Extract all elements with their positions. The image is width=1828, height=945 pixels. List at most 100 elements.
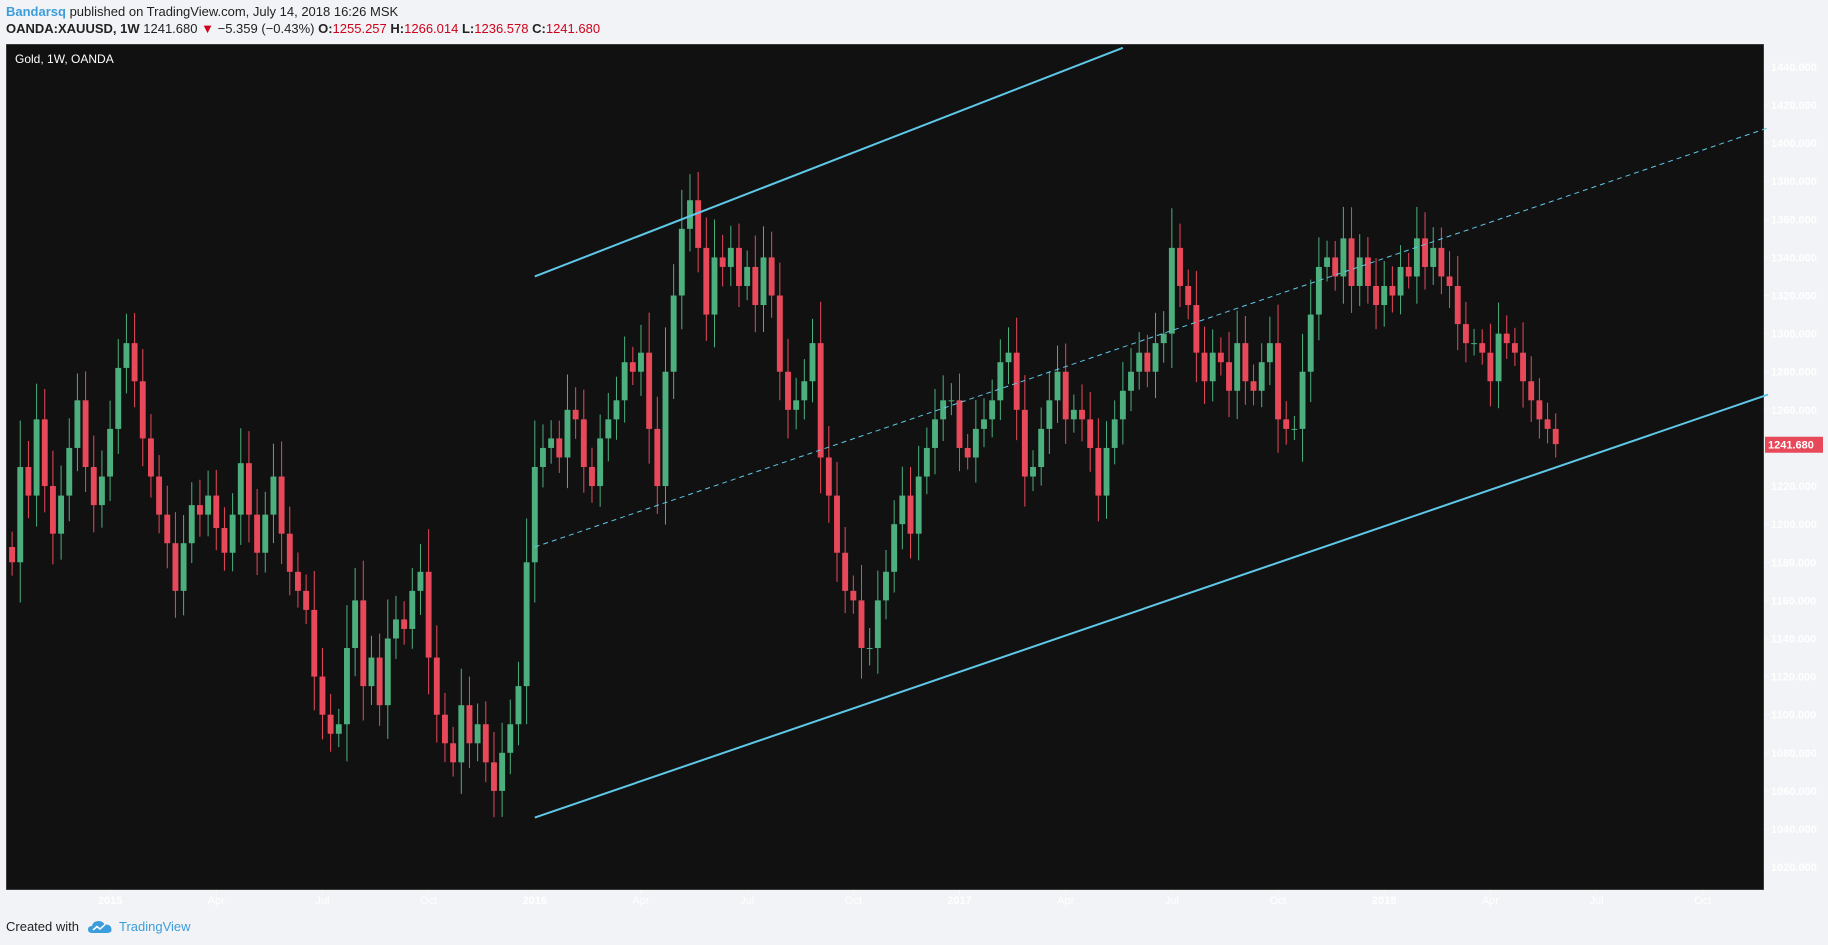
candle[interactable] bbox=[711, 219, 718, 348]
candle[interactable] bbox=[278, 441, 285, 565]
candle[interactable] bbox=[752, 235, 759, 333]
candle[interactable] bbox=[1160, 311, 1167, 363]
candle[interactable] bbox=[115, 339, 122, 454]
candle[interactable] bbox=[1405, 252, 1412, 289]
candle[interactable] bbox=[572, 387, 579, 439]
candle[interactable] bbox=[907, 467, 914, 559]
candle[interactable] bbox=[523, 518, 530, 725]
candle[interactable] bbox=[695, 172, 702, 273]
candle[interactable] bbox=[82, 371, 89, 493]
candle[interactable] bbox=[1242, 315, 1249, 405]
candle[interactable] bbox=[678, 189, 685, 330]
candle[interactable] bbox=[1201, 326, 1208, 404]
candle[interactable] bbox=[1217, 337, 1224, 376]
candle[interactable] bbox=[458, 668, 465, 794]
candle[interactable] bbox=[1283, 401, 1290, 445]
candle[interactable] bbox=[540, 424, 546, 488]
candle[interactable] bbox=[1062, 343, 1069, 444]
candle[interactable] bbox=[311, 570, 318, 711]
candle[interactable] bbox=[1340, 206, 1347, 304]
candle[interactable] bbox=[515, 661, 522, 746]
candle[interactable] bbox=[972, 399, 979, 483]
candle[interactable] bbox=[1079, 384, 1085, 442]
candle[interactable] bbox=[1258, 343, 1265, 408]
candle[interactable] bbox=[646, 312, 653, 464]
candle[interactable] bbox=[384, 599, 391, 739]
candle[interactable] bbox=[793, 377, 800, 430]
candle[interactable] bbox=[1397, 245, 1404, 315]
candle[interactable] bbox=[156, 455, 163, 534]
candle[interactable] bbox=[139, 349, 146, 467]
candle[interactable] bbox=[687, 174, 693, 252]
candle[interactable] bbox=[1528, 356, 1535, 422]
candle[interactable] bbox=[66, 418, 73, 522]
candle[interactable] bbox=[1136, 331, 1143, 390]
upper-channel-line[interactable] bbox=[534, 46, 1124, 278]
candle[interactable] bbox=[1070, 394, 1077, 433]
candle[interactable] bbox=[409, 567, 416, 649]
candle[interactable] bbox=[17, 420, 24, 603]
candle[interactable] bbox=[1389, 266, 1396, 313]
candle[interactable] bbox=[1462, 301, 1469, 363]
candle[interactable] bbox=[303, 574, 310, 625]
candle[interactable] bbox=[589, 447, 595, 503]
tradingview-link[interactable]: TradingView bbox=[118, 919, 191, 934]
candle[interactable] bbox=[1413, 206, 1420, 304]
candle[interactable] bbox=[638, 324, 644, 396]
candle[interactable] bbox=[1038, 407, 1045, 486]
candle[interactable] bbox=[205, 470, 212, 537]
candle[interactable] bbox=[262, 491, 269, 573]
candle[interactable] bbox=[1373, 258, 1379, 330]
candle[interactable] bbox=[376, 633, 383, 726]
candle[interactable] bbox=[744, 250, 751, 301]
candle[interactable] bbox=[605, 392, 612, 462]
candle[interactable] bbox=[442, 692, 448, 763]
candle[interactable] bbox=[499, 722, 506, 817]
candle[interactable] bbox=[9, 531, 16, 576]
candle[interactable] bbox=[768, 231, 775, 318]
candle[interactable] bbox=[221, 507, 228, 571]
candle[interactable] bbox=[1446, 251, 1453, 308]
price-chart[interactable]: 1020.000 1040.000 1060.000 1080.000 1100.000… bbox=[0, 0, 1828, 910]
candle[interactable] bbox=[776, 262, 783, 401]
candle[interactable] bbox=[874, 570, 881, 674]
candle[interactable] bbox=[1103, 421, 1110, 519]
candle[interactable] bbox=[33, 383, 40, 527]
candle[interactable] bbox=[1226, 331, 1232, 418]
candle[interactable] bbox=[131, 313, 138, 408]
candle[interactable] bbox=[932, 388, 938, 475]
candle[interactable] bbox=[286, 506, 293, 596]
candle[interactable] bbox=[866, 628, 873, 666]
candle[interactable] bbox=[597, 414, 604, 507]
candle[interactable] bbox=[580, 389, 587, 493]
candle[interactable] bbox=[809, 318, 816, 403]
candle[interactable] bbox=[1119, 361, 1126, 445]
candle[interactable] bbox=[1177, 223, 1183, 308]
candle[interactable] bbox=[1152, 312, 1159, 399]
candle[interactable] bbox=[482, 701, 489, 783]
candle[interactable] bbox=[327, 693, 334, 752]
candle[interactable] bbox=[956, 373, 963, 472]
candle[interactable] bbox=[1291, 416, 1298, 441]
candle[interactable] bbox=[997, 339, 1004, 421]
time-axis[interactable]: 2015 Apr Jul Oct 2016 Apr Jul Oct 2017 Apr Jul Oct 2… bbox=[98, 890, 1711, 907]
candle[interactable] bbox=[1348, 207, 1355, 313]
candle[interactable] bbox=[915, 445, 922, 561]
candle[interactable] bbox=[1544, 402, 1551, 444]
candle[interactable] bbox=[899, 466, 906, 550]
candle[interactable] bbox=[335, 708, 342, 748]
candle[interactable] bbox=[1144, 334, 1151, 388]
candle[interactable] bbox=[1487, 323, 1494, 407]
trendlines-layer[interactable] bbox=[534, 46, 1769, 819]
candle[interactable] bbox=[858, 565, 865, 679]
candle[interactable] bbox=[360, 560, 367, 721]
candle[interactable] bbox=[850, 575, 857, 614]
candle[interactable] bbox=[548, 420, 555, 464]
candle[interactable] bbox=[25, 440, 32, 519]
candle[interactable] bbox=[621, 336, 628, 423]
candle[interactable] bbox=[1234, 310, 1241, 419]
candle[interactable] bbox=[1275, 304, 1281, 453]
candle[interactable] bbox=[531, 420, 538, 603]
candle[interactable] bbox=[147, 414, 154, 498]
candle[interactable] bbox=[74, 373, 81, 472]
